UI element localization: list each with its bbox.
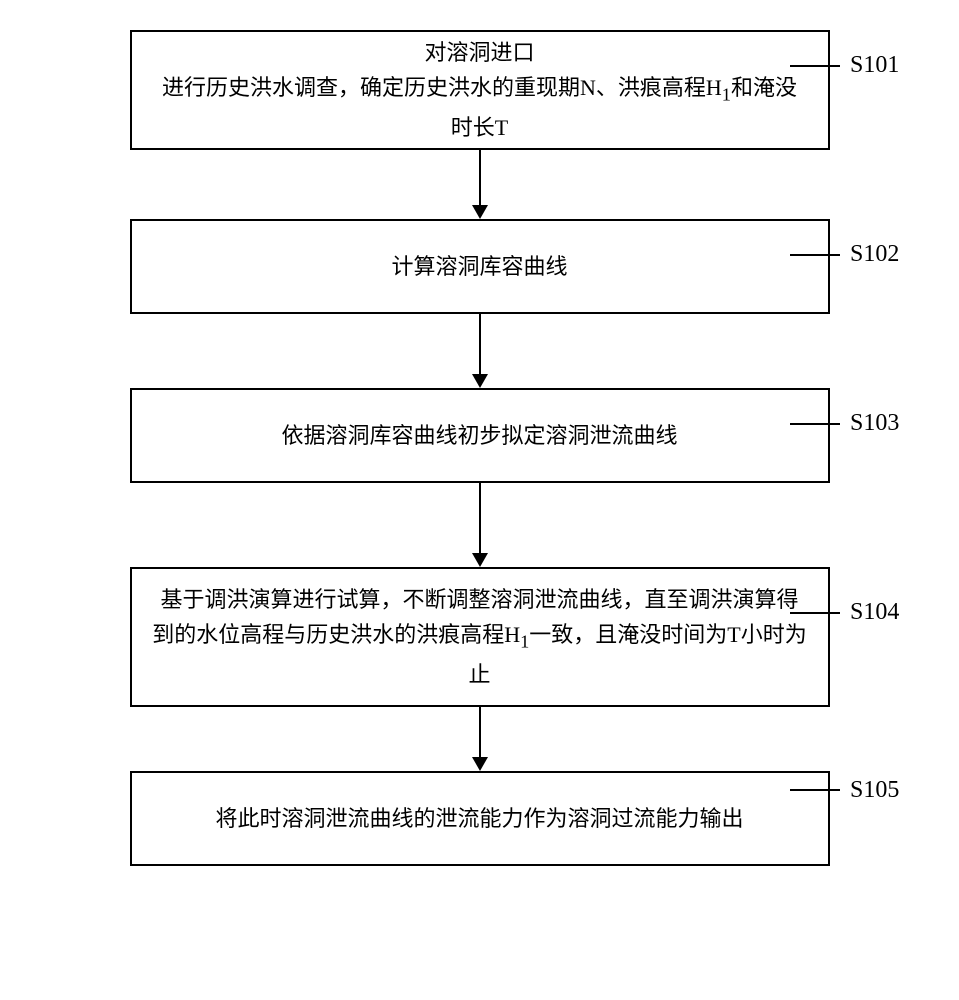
flowchart-container: 对溶洞进口进行历史洪水调查，确定历史洪水的重现期N、洪痕高程H1和淹没时长T S…	[20, 20, 939, 866]
arrow-line	[479, 483, 481, 553]
step-row: 基于调洪演算进行试算，不断调整溶洞泄流曲线，直至调洪演算得到的水位高程与历史洪水…	[20, 567, 939, 707]
arrow-line	[479, 707, 481, 757]
label-connector	[790, 65, 840, 67]
arrow-head	[472, 757, 488, 771]
arrow-head	[472, 553, 488, 567]
label-connector	[790, 612, 840, 614]
step-box-s102: 计算溶洞库容曲线	[130, 219, 830, 314]
step-label-s103: S103	[850, 410, 899, 437]
arrow	[472, 483, 488, 567]
arrow	[472, 150, 488, 219]
label-connector	[790, 254, 840, 256]
step-label-s101: S101	[850, 52, 899, 79]
step-text: 将此时溶洞泄流曲线的泄流能力作为溶洞过流能力输出	[215, 801, 743, 836]
step-row: 依据溶洞库容曲线初步拟定溶洞泄流曲线 S103	[20, 388, 939, 483]
step-row: 计算溶洞库容曲线 S102	[20, 219, 939, 314]
step-text: 基于调洪演算进行试算，不断调整溶洞泄流曲线，直至调洪演算得到的水位高程与历史洪水…	[152, 582, 808, 692]
step-row: 对溶洞进口进行历史洪水调查，确定历史洪水的重现期N、洪痕高程H1和淹没时长T S…	[20, 30, 939, 150]
arrow-line	[479, 314, 481, 374]
step-label-s102: S102	[850, 241, 899, 268]
step-box-s104: 基于调洪演算进行试算，不断调整溶洞泄流曲线，直至调洪演算得到的水位高程与历史洪水…	[130, 567, 830, 707]
arrow	[472, 707, 488, 771]
step-box-s103: 依据溶洞库容曲线初步拟定溶洞泄流曲线	[130, 388, 830, 483]
arrow-head	[472, 374, 488, 388]
step-box-s101: 对溶洞进口进行历史洪水调查，确定历史洪水的重现期N、洪痕高程H1和淹没时长T	[130, 30, 830, 150]
step-label-s104: S104	[850, 599, 899, 626]
label-connector	[790, 789, 840, 791]
step-box-s105: 将此时溶洞泄流曲线的泄流能力作为溶洞过流能力输出	[130, 771, 830, 866]
step-text: 计算溶洞库容曲线	[391, 249, 567, 284]
arrow	[472, 314, 488, 388]
step-label-s105: S105	[850, 777, 899, 804]
arrow-head	[472, 205, 488, 219]
step-row: 将此时溶洞泄流曲线的泄流能力作为溶洞过流能力输出 S105	[20, 771, 939, 866]
arrow-line	[479, 150, 481, 205]
label-connector	[790, 423, 840, 425]
step-text: 依据溶洞库容曲线初步拟定溶洞泄流曲线	[281, 418, 677, 453]
step-text: 对溶洞进口进行历史洪水调查，确定历史洪水的重现期N、洪痕高程H1和淹没时长T	[152, 35, 808, 145]
